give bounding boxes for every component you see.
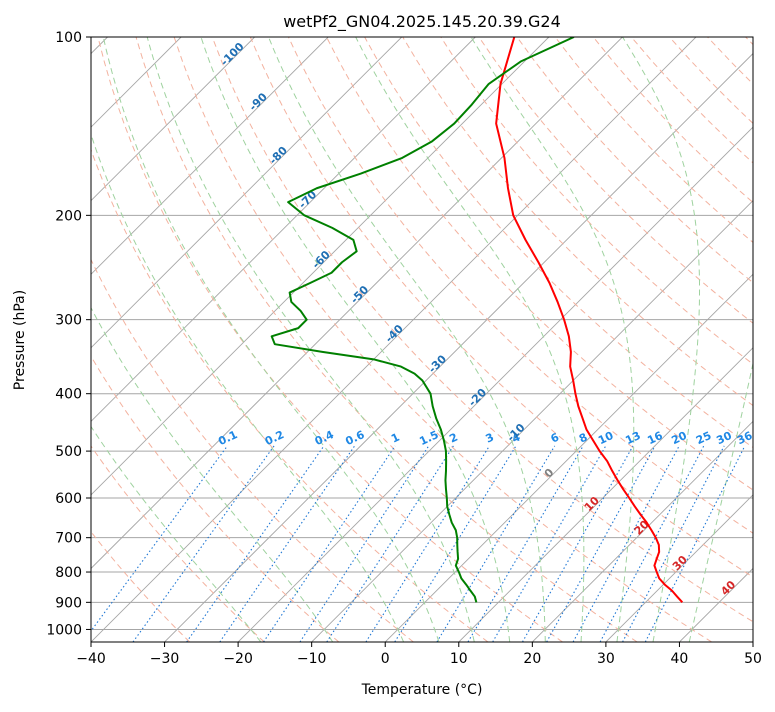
x-tick-label: 40 xyxy=(671,651,689,667)
mixing-ratio-line xyxy=(326,445,454,642)
x-tick-label: 30 xyxy=(597,651,615,667)
y-tick-label: 600 xyxy=(55,491,82,507)
x-tick-label: −40 xyxy=(76,651,106,667)
dry-adiabat-line xyxy=(287,37,753,534)
dry-adiabat-line xyxy=(91,445,265,642)
x-tick-label: 20 xyxy=(523,651,541,667)
chart-title: wetPf2_GN04.2025.145.20.39.G24 xyxy=(283,12,561,32)
mixing-ratio-line xyxy=(299,445,430,642)
mixing-ratio-line xyxy=(394,445,517,642)
isotherm-line xyxy=(91,37,697,642)
mixing-ratio-label: 10 xyxy=(596,429,616,447)
mixing-ratio-line xyxy=(132,445,275,642)
moist-adiabat-line xyxy=(688,361,753,642)
y-axis: 100 200 300 400 500 600 700 800 900 1000 xyxy=(46,30,91,638)
isotherm-line xyxy=(91,37,329,275)
temperature-profile-line xyxy=(495,37,684,604)
isotherm-line xyxy=(91,37,623,570)
mixing-ratio-label: 20 xyxy=(669,429,689,447)
mixing-ratio-label: 30 xyxy=(714,429,734,447)
isotherm-line xyxy=(532,420,753,642)
mixing-ratio-line xyxy=(546,445,656,642)
moist-adiabat-line xyxy=(622,37,701,642)
dry-adiabat-line xyxy=(326,37,753,491)
isotherm-line xyxy=(91,37,476,422)
isotherm-line xyxy=(91,37,255,202)
isotherm-line xyxy=(605,494,753,642)
dewpoint-profile-line xyxy=(270,37,575,603)
y-tick-label: 300 xyxy=(55,313,82,329)
moist-adiabat-line xyxy=(200,37,511,642)
mixing-ratio-label: 25 xyxy=(694,429,713,447)
mixing-ratio-line xyxy=(263,445,396,642)
moist-adiabat-line xyxy=(355,37,585,642)
mixing-ratio-line xyxy=(91,445,228,632)
isotherm-line xyxy=(164,52,753,642)
isotherm-line xyxy=(384,273,753,642)
isotherm-line xyxy=(458,347,753,642)
moist-adiabat-line xyxy=(146,37,475,642)
mixing-ratio-line xyxy=(622,445,725,642)
y-tick-label: 1000 xyxy=(46,622,82,638)
y-tick-label: 400 xyxy=(55,387,82,403)
moist-adiabat-line xyxy=(91,132,405,642)
dry-adiabat-line xyxy=(91,355,340,642)
y-tick-label: 200 xyxy=(55,208,82,224)
y-tick-label: 700 xyxy=(55,531,82,547)
x-tick-label: 50 xyxy=(744,651,762,667)
mixing-ratio-line xyxy=(492,445,607,642)
x-axis: −40 −30 −20 −10 0 10 20 30 40 50 xyxy=(76,642,762,667)
plot-frame xyxy=(90,36,754,643)
isotherm-line xyxy=(91,37,550,496)
moist-adiabat-line xyxy=(102,37,440,642)
moist-adiabat-line xyxy=(91,306,334,642)
y-axis-label: Pressure (hPa) xyxy=(12,290,28,390)
x-tick-label: 0 xyxy=(381,651,390,667)
moist-adiabat-line xyxy=(268,37,546,642)
mixing-ratio-line xyxy=(365,445,490,642)
dry-adiabat-line xyxy=(91,258,414,642)
isotherm-line xyxy=(237,126,753,642)
dry-adiabat-line xyxy=(211,37,753,623)
x-tick-label: −30 xyxy=(150,651,180,667)
mixing-ratio-line xyxy=(644,445,746,642)
mixing-ratio-line xyxy=(521,445,634,642)
y-tick-label: 800 xyxy=(55,565,82,581)
x-axis-label: Temperature (°C) xyxy=(361,682,483,698)
mixing-ratio-label: 36 xyxy=(735,429,755,447)
mixing-ratio-line xyxy=(599,445,705,642)
dry-adiabat-line xyxy=(135,37,638,642)
dry-adiabat-line xyxy=(249,37,753,578)
y-tick-label: 500 xyxy=(55,444,82,460)
x-tick-label: 10 xyxy=(450,651,468,667)
x-tick-label: −20 xyxy=(223,651,253,667)
mixing-ratio-label: 16 xyxy=(645,429,665,447)
mixing-ratio-line xyxy=(572,445,680,642)
x-tick-label: −10 xyxy=(297,651,327,667)
isotherm-line xyxy=(91,37,403,349)
moist-adiabat-line xyxy=(91,425,262,642)
y-tick-label: 900 xyxy=(55,595,82,611)
mixing-ratio-label: 13 xyxy=(623,429,642,447)
dry-adiabat-line xyxy=(97,37,563,642)
y-tick-label: 100 xyxy=(55,30,82,46)
dry-adiabat-line xyxy=(173,37,713,642)
